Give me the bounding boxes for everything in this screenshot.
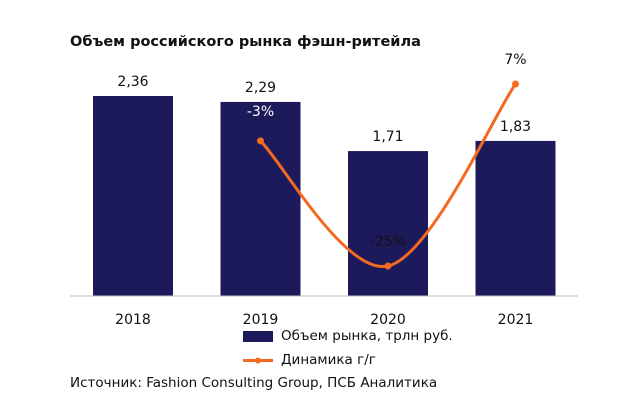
x-tick-label-2019: 2019: [243, 312, 279, 328]
yoy-point-2020: [384, 262, 392, 270]
source-note: Источник: Fashion Consulting Group, ПСБ …: [70, 375, 438, 391]
legend-swatch-line: [243, 357, 273, 363]
chart-title: Объем российского рынка фэшн-ритейла: [70, 34, 421, 50]
legend-label-market-volume: Объем рынка, трлн руб.: [281, 328, 453, 344]
bar-value-label-2018: 2,36: [117, 74, 148, 90]
legend-item-market-volume: Объем рынка, трлн руб.: [243, 327, 453, 345]
bar-2020: [348, 151, 428, 296]
bar-2021: [475, 140, 556, 296]
x-tick-label-2021: 2021: [498, 312, 534, 328]
legend-label-yoy-dynamics: Динамика г/г: [281, 352, 376, 368]
yoy-label-2020: -25%: [370, 234, 406, 250]
bar-2018: [93, 96, 173, 296]
labels-layer: 2,36 2018 2,29 2019 1,71 2020 1,83 2021 -3% -25% 7…: [115, 52, 533, 328]
yoy-point-2019: [257, 137, 264, 145]
chart-canvas: 2,36 2018 2,29 2019 1,71 2020 1,83 2021 -3% -25% 7…: [70, 52, 578, 328]
yoy-label-2019: -3%: [247, 104, 274, 120]
line-layer: [257, 80, 519, 270]
bar-value-label-2020: 1,71: [372, 129, 403, 145]
yoy-label-2021: 7%: [504, 52, 526, 68]
bar-2019: [220, 101, 301, 296]
legend-item-yoy-dynamics: Динамика г/г: [243, 351, 376, 369]
x-tick-label-2020: 2020: [370, 312, 406, 328]
bar-value-label-2021: 1,83: [500, 119, 531, 135]
bars-layer: [93, 96, 556, 296]
yoy-point-2021: [512, 80, 519, 88]
x-tick-label-2018: 2018: [115, 312, 151, 328]
bar-value-label-2019: 2,29: [245, 80, 276, 96]
legend-swatch-bar: [243, 330, 273, 342]
